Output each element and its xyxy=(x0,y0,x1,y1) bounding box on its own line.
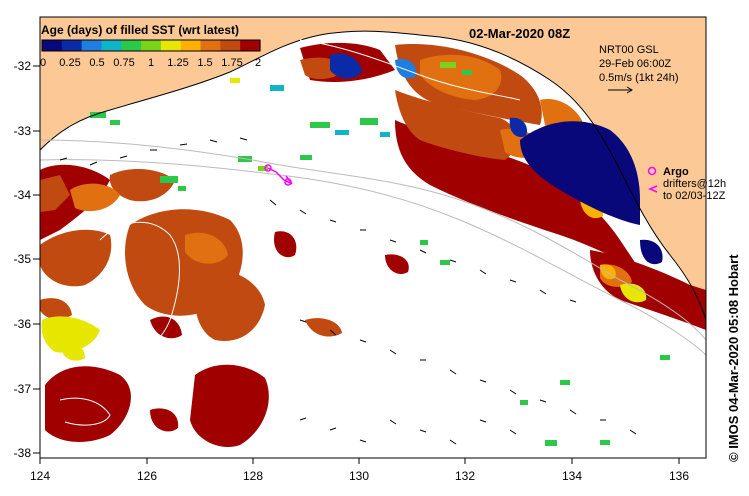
float-legend: Argo drifters@12h to 02/03-12Z xyxy=(647,166,726,202)
colorbar-tick: 0.75 xyxy=(113,57,134,69)
lon-tick-label: 134 xyxy=(562,469,582,483)
lat-tick-label: -37 xyxy=(14,382,32,396)
colorbar-tick: 0.25 xyxy=(59,57,80,69)
argo-float-track xyxy=(264,164,293,186)
yellow-sst-regions xyxy=(41,283,647,361)
colorbar-swatch xyxy=(180,40,202,51)
model-info: NRT00 GSL 29-Feb 06:00Z 0.5m/s (1kt 24h) xyxy=(599,44,678,94)
lat-tick-label: -34 xyxy=(14,188,32,202)
colorbar: Age (days) of filled SST (wrt latest) 0 … xyxy=(40,23,261,69)
colorbar-swatch xyxy=(240,40,261,51)
contour-lines xyxy=(40,139,706,356)
drifters-period: to 02/03-12Z xyxy=(663,190,726,202)
colorbar-swatch xyxy=(42,40,63,51)
colorbar-frame xyxy=(41,39,261,52)
lon-tick-label: 136 xyxy=(669,469,689,483)
lat-tick-label: -33 xyxy=(14,124,32,138)
colorbar-swatch xyxy=(61,40,83,51)
lon-tick-label: 132 xyxy=(455,469,475,483)
velocity-vectors xyxy=(59,137,637,445)
coastline xyxy=(40,30,706,321)
colorbar-swatch xyxy=(220,40,241,51)
argo-label: Argo xyxy=(663,166,689,178)
colorbar-label: Age (days) of filled SST (wrt latest) xyxy=(41,23,239,37)
colorbar-swatch xyxy=(81,40,103,51)
plot-area xyxy=(40,17,706,458)
plot-frame xyxy=(39,16,707,459)
drifters-label: drifters@12h xyxy=(663,178,726,190)
colorbar-swatch xyxy=(141,40,162,51)
drifter-marker-icon xyxy=(648,185,658,193)
recent-sst-specks xyxy=(90,62,670,446)
colorbar-tick: 1.25 xyxy=(167,57,188,69)
lon-tick-label: 124 xyxy=(30,469,50,483)
lat-axis xyxy=(33,65,40,454)
colorbar-tick: 1.5 xyxy=(197,57,212,69)
lat-tick-label: -32 xyxy=(14,59,32,73)
lon-axis xyxy=(39,458,680,464)
lon-tick-label: 130 xyxy=(349,469,369,483)
colorbar-swatches xyxy=(42,40,261,51)
recent-sst-regions xyxy=(330,53,663,265)
colorbar-tick: 0.5 xyxy=(89,57,104,69)
colorbar-tick: 0 xyxy=(40,57,46,69)
colorbar-swatch xyxy=(200,40,221,51)
colorbar-swatch xyxy=(160,40,182,51)
lat-tick-label: -38 xyxy=(14,446,32,460)
scale-arrow-icon xyxy=(608,86,633,94)
colorbar-swatch xyxy=(121,40,142,51)
lat-tick-label: -36 xyxy=(14,317,32,331)
lon-tick-label: 126 xyxy=(137,469,157,483)
colorbar-tick: 1 xyxy=(148,57,154,69)
model-time: 29-Feb 06:00Z xyxy=(599,58,671,70)
lon-tick-label: 128 xyxy=(243,469,263,483)
model-name: NRT00 GSL xyxy=(599,44,659,56)
map-title: 02-Mar-2020 08Z xyxy=(469,26,570,41)
sst-contours xyxy=(59,39,521,426)
vector-scale: 0.5m/s (1kt 24h) xyxy=(599,72,678,84)
credit-text: © IMOS 04-Mar-2020 05:08 Hobart xyxy=(726,254,741,462)
lat-tick-label: -35 xyxy=(14,252,32,266)
colorbar-tick: 2 xyxy=(255,57,261,69)
colorbar-tick: 1.75 xyxy=(221,57,242,69)
colorbar-swatch xyxy=(101,40,122,51)
argo-marker-icon xyxy=(647,166,657,176)
